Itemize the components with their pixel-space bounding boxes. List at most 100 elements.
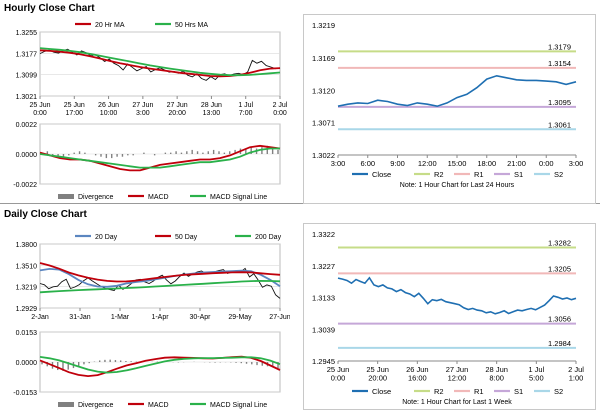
x-tick-label: 28 Jun 13:00 bbox=[201, 102, 222, 117]
y-tick-label: -0.0153 bbox=[13, 390, 37, 397]
legend-label-r2: R2 bbox=[434, 170, 444, 179]
series-line-20-day bbox=[39, 267, 281, 288]
daily-week-chart: 1.3322 1.3227 1.3133 1.3039 1.2945 1.3282 1.32… bbox=[312, 230, 584, 406]
legend-label-50-hrs-ma: 50 Hrs MA bbox=[175, 22, 208, 29]
legend-label-divergence: Divergence bbox=[78, 194, 114, 201]
x-tick-label: 25 Jun 0:00 bbox=[29, 102, 50, 117]
x-tick-label: 25 Jun 17:00 bbox=[64, 102, 85, 117]
x-tick-label: 25 Jun 20:00 bbox=[366, 365, 389, 383]
y-tick-label: 1.3099 bbox=[16, 73, 38, 80]
pivot-label-s2: 1.3061 bbox=[548, 120, 571, 129]
y-tick-label: 0.0000 bbox=[16, 152, 38, 159]
daily-section-title: Daily Close Chart bbox=[4, 209, 87, 220]
y-tick-label: 1.3169 bbox=[312, 54, 335, 63]
x-tick-label: 26 Jun 16:00 bbox=[406, 365, 429, 383]
chart-note: Note: 1 Hour Chart for Last 24 Hours bbox=[400, 182, 515, 189]
series-line-20-hr-ma bbox=[39, 49, 281, 78]
daily-week-panel: 1.3322 1.3227 1.3133 1.3039 1.2945 1.3282 1.32… bbox=[303, 223, 596, 410]
series-line-50-day bbox=[39, 262, 281, 283]
chart-note: Note: 1 Hour Chart for Last 1 Week bbox=[402, 399, 512, 406]
legend-label-s1: S1 bbox=[514, 170, 523, 179]
y-tick-label: 1.2945 bbox=[312, 357, 335, 366]
y-tick-label: 1.2929 bbox=[16, 306, 38, 313]
series-line-200-day bbox=[39, 279, 281, 294]
hourly-macd-chart: 0.0022 0.0000 -0.0022 Divergence MACD MACD Si… bbox=[13, 122, 281, 201]
y-tick-label: 1.3120 bbox=[312, 86, 335, 95]
daily-macd-chart: 0.0153 0.0000 -0.0153 Divergence MACD MACD Si… bbox=[13, 330, 281, 409]
x-tick-label: 27 Jun 12:00 bbox=[446, 365, 469, 383]
series-line-macd-signal-line bbox=[39, 147, 280, 169]
legend-label-20-hr-ma: 20 Hr MA bbox=[95, 22, 125, 29]
x-tick-label: 25 Jun 0:00 bbox=[327, 365, 350, 383]
x-tick-label: 1-Mar bbox=[111, 314, 130, 321]
y-tick-label: 1.3800 bbox=[16, 242, 38, 249]
x-tick-label: 9:00 bbox=[390, 159, 405, 168]
series-line-close bbox=[337, 276, 577, 315]
legend-label-s1: S1 bbox=[514, 387, 523, 396]
x-tick-label: 26 Jun 10:00 bbox=[98, 102, 119, 117]
x-tick-label: 3:00 bbox=[331, 159, 346, 168]
legend-label-macd-signal-line: MACD Signal Line bbox=[210, 194, 267, 201]
y-tick-label: 1.3039 bbox=[312, 325, 335, 334]
y-tick-label: 0.0153 bbox=[16, 330, 38, 337]
x-tick-label: 18:00 bbox=[477, 159, 496, 168]
y-tick-label: 1.3510 bbox=[16, 263, 38, 270]
x-tick-label: 31-Jan bbox=[69, 314, 91, 321]
pivot-label-r2: 1.3179 bbox=[548, 42, 571, 51]
x-tick-label: 1 Jul 7:00 bbox=[238, 102, 253, 117]
y-tick-label: 0.0022 bbox=[16, 122, 38, 129]
x-tick-label: 27 Jun 20:00 bbox=[167, 102, 188, 117]
y-tick-label: 1.3322 bbox=[312, 230, 335, 239]
legend-label-divergence: Divergence bbox=[78, 402, 114, 409]
plot-frame bbox=[39, 31, 281, 97]
y-tick-label: 1.3219 bbox=[16, 285, 38, 292]
hourly-section-title: Hourly Close Chart bbox=[4, 3, 95, 14]
x-tick-label: 28 Jun 8:00 bbox=[485, 365, 508, 383]
x-tick-label: 0:00 bbox=[539, 159, 554, 168]
y-tick-label: 1.3021 bbox=[16, 94, 38, 101]
x-tick-label: 6:00 bbox=[360, 159, 375, 168]
legend-swatch-divergence bbox=[58, 402, 74, 407]
legend-label-macd: MACD bbox=[148, 194, 169, 201]
legend-label-50-day: 50 Day bbox=[175, 234, 198, 241]
x-tick-label: 2-Jan bbox=[31, 314, 49, 321]
legend-swatch-divergence bbox=[58, 194, 74, 199]
x-tick-label: 27-Jun bbox=[269, 314, 290, 321]
legend-label-20-day: 20 Day bbox=[95, 234, 118, 241]
x-tick-label: 15:00 bbox=[448, 159, 467, 168]
section-divider bbox=[0, 203, 600, 204]
legend-label-r1: R1 bbox=[474, 170, 484, 179]
pivot-label-s2: 1.2984 bbox=[548, 339, 571, 348]
pivot-label-r1: 1.3205 bbox=[548, 264, 571, 273]
x-tick-label: 29-May bbox=[228, 314, 252, 321]
y-tick-label: 1.3022 bbox=[312, 151, 335, 160]
y-tick-label: -0.0022 bbox=[13, 182, 37, 189]
x-tick-label: 30-Apr bbox=[189, 314, 211, 321]
legend-label-r1: R1 bbox=[474, 387, 484, 396]
pivot-label-r2: 1.3282 bbox=[548, 238, 571, 247]
series-line-close bbox=[337, 74, 577, 108]
legend-label-s2: S2 bbox=[554, 387, 563, 396]
y-tick-label: 1.3133 bbox=[312, 294, 335, 303]
x-tick-label: 12:00 bbox=[418, 159, 437, 168]
y-tick-label: 1.3177 bbox=[16, 51, 38, 58]
x-tick-label: 27 Jun 3:00 bbox=[132, 102, 153, 117]
pivot-label-s1: 1.3056 bbox=[548, 315, 571, 324]
pivot-label-s1: 1.3095 bbox=[548, 98, 571, 107]
series-line-macd-signal-line bbox=[39, 356, 281, 374]
x-tick-label: 2 Jul 0:00 bbox=[273, 102, 288, 117]
y-tick-label: 1.3071 bbox=[312, 119, 335, 128]
y-tick-label: 0.0000 bbox=[16, 360, 38, 367]
x-tick-label: 3:00 bbox=[569, 159, 584, 168]
x-tick-label: 2 Jul 1:00 bbox=[568, 365, 584, 383]
y-tick-label: 1.3255 bbox=[16, 30, 38, 37]
hourly-24h-panel: 1.3219 1.3169 1.3120 1.3071 1.3022 1.3179 1.31… bbox=[303, 14, 596, 204]
legend-label-200-day: 200 Day bbox=[255, 234, 282, 241]
hourly-24h-chart: 1.3219 1.3169 1.3120 1.3071 1.3022 1.3179 1.31… bbox=[312, 21, 584, 189]
x-tick-label: 21:00 bbox=[507, 159, 526, 168]
legend-label-s2: S2 bbox=[554, 170, 563, 179]
y-tick-label: 1.3227 bbox=[312, 262, 335, 271]
legend-label-macd: MACD bbox=[148, 402, 169, 409]
